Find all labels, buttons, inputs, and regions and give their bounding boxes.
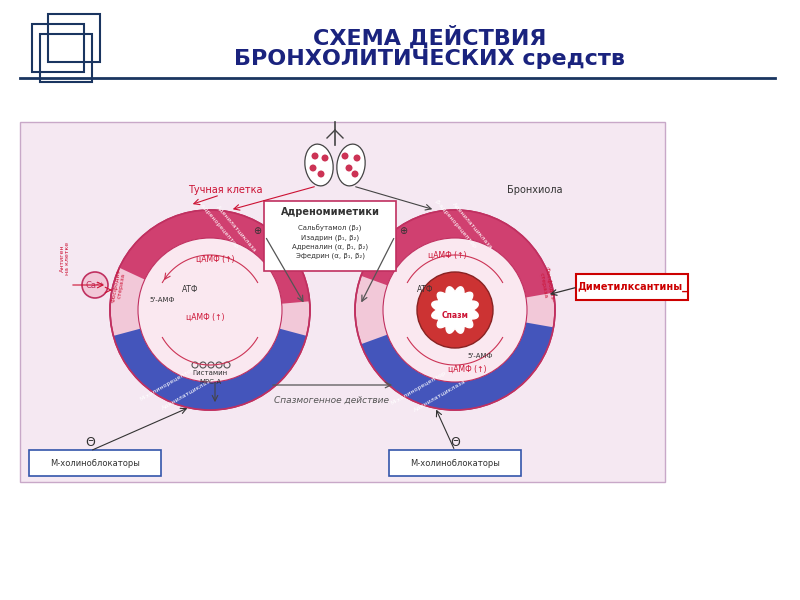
Circle shape — [383, 238, 527, 382]
Circle shape — [310, 164, 317, 172]
Bar — [32, 24, 84, 72]
Text: Спазмогенное действие: Спазмогенное действие — [274, 395, 390, 404]
Text: ⊕: ⊕ — [399, 226, 407, 236]
Circle shape — [355, 210, 555, 410]
Circle shape — [351, 170, 358, 178]
Bar — [20, 122, 665, 482]
Text: Аденилатциклаза: Аденилатциклаза — [413, 377, 467, 412]
Text: Гистамин: Гистамин — [193, 370, 227, 376]
Text: цАМФ (↑): цАМФ (↑) — [428, 251, 466, 260]
FancyBboxPatch shape — [389, 450, 521, 476]
Bar — [40, 34, 92, 82]
Ellipse shape — [305, 144, 333, 186]
Text: 5'-АМФ: 5'-АМФ — [467, 353, 493, 359]
Circle shape — [82, 272, 108, 298]
Circle shape — [138, 238, 282, 382]
Text: Аденилатциклаза: Аденилатциклаза — [215, 204, 258, 253]
Circle shape — [342, 152, 349, 160]
Text: Аденилатциклаза: Аденилатциклаза — [452, 202, 494, 250]
Text: М-холиноблокаторы: М-холиноблокаторы — [410, 458, 500, 467]
Text: М-холинорецептор: М-холинорецептор — [138, 367, 195, 403]
FancyBboxPatch shape — [29, 450, 161, 476]
FancyBboxPatch shape — [576, 274, 688, 300]
Wedge shape — [361, 323, 554, 410]
Text: БРОНХОЛИТИЧЕСКИХ средств: БРОНХОЛИТИЧЕСКИХ средств — [234, 49, 626, 69]
Text: МРС-А: МРС-А — [199, 379, 221, 385]
Text: Сальбутамол (β₂)
Изадрин (β₁, β₂)
Адреналин (α, β₁, β₂)
Эфедрин (α, β₁, β₂): Сальбутамол (β₂) Изадрин (β₁, β₂) Адрена… — [292, 225, 368, 259]
Circle shape — [322, 154, 329, 161]
Text: Θ: Θ — [85, 436, 95, 449]
Text: СХЕМА ДЕЙСТВИЯ: СХЕМА ДЕЙСТВИЯ — [314, 25, 546, 49]
Text: АТФ: АТФ — [182, 285, 198, 294]
Text: цАМФ (↑): цАМФ (↑) — [186, 313, 224, 322]
Text: β-адренорецептор: β-адренорецептор — [196, 199, 239, 250]
Text: АТФ: АТФ — [417, 285, 434, 294]
Text: 5'-АМФ: 5'-АМФ — [150, 297, 174, 303]
Circle shape — [354, 154, 361, 161]
Text: β-адренорецептор: β-адренорецептор — [433, 199, 477, 250]
Circle shape — [311, 152, 318, 160]
Text: Спазм: Спазм — [442, 311, 469, 319]
Circle shape — [417, 272, 493, 348]
Text: Тучная клетка: Тучная клетка — [188, 185, 262, 195]
Text: Фосфодиэ-
стераза: Фосфодиэ- стераза — [538, 266, 554, 304]
Polygon shape — [432, 287, 478, 333]
Text: Ca²⁺: Ca²⁺ — [86, 280, 104, 289]
Text: Диметилксантины_: Диметилксантины_ — [577, 282, 687, 292]
Text: Бронхиола: Бронхиола — [507, 185, 562, 195]
Circle shape — [110, 210, 310, 410]
Text: Фосфодиэ-
стераза: Фосфодиэ- стераза — [110, 266, 127, 304]
Text: ⊕: ⊕ — [253, 226, 261, 236]
Wedge shape — [361, 210, 554, 298]
Text: цАМФ (↑): цАМФ (↑) — [448, 365, 486, 374]
Wedge shape — [119, 210, 310, 304]
Text: Адреномиметики: Адреномиметики — [281, 207, 379, 217]
Text: М-холинорецептор: М-холинорецептор — [390, 370, 447, 406]
FancyBboxPatch shape — [264, 201, 396, 271]
Text: цАМФ (↑): цАМФ (↑) — [196, 255, 234, 264]
Bar — [48, 14, 100, 62]
Ellipse shape — [337, 144, 365, 186]
Wedge shape — [114, 329, 306, 410]
Text: М-холиноблокаторы: М-холиноблокаторы — [50, 458, 140, 467]
Text: Θ: Θ — [450, 436, 460, 449]
Text: Антиген
на клетке: Антиген на клетке — [59, 242, 70, 275]
Circle shape — [346, 164, 353, 172]
Text: Аденилатциклаза: Аденилатциклаза — [161, 376, 215, 410]
Circle shape — [318, 170, 325, 178]
